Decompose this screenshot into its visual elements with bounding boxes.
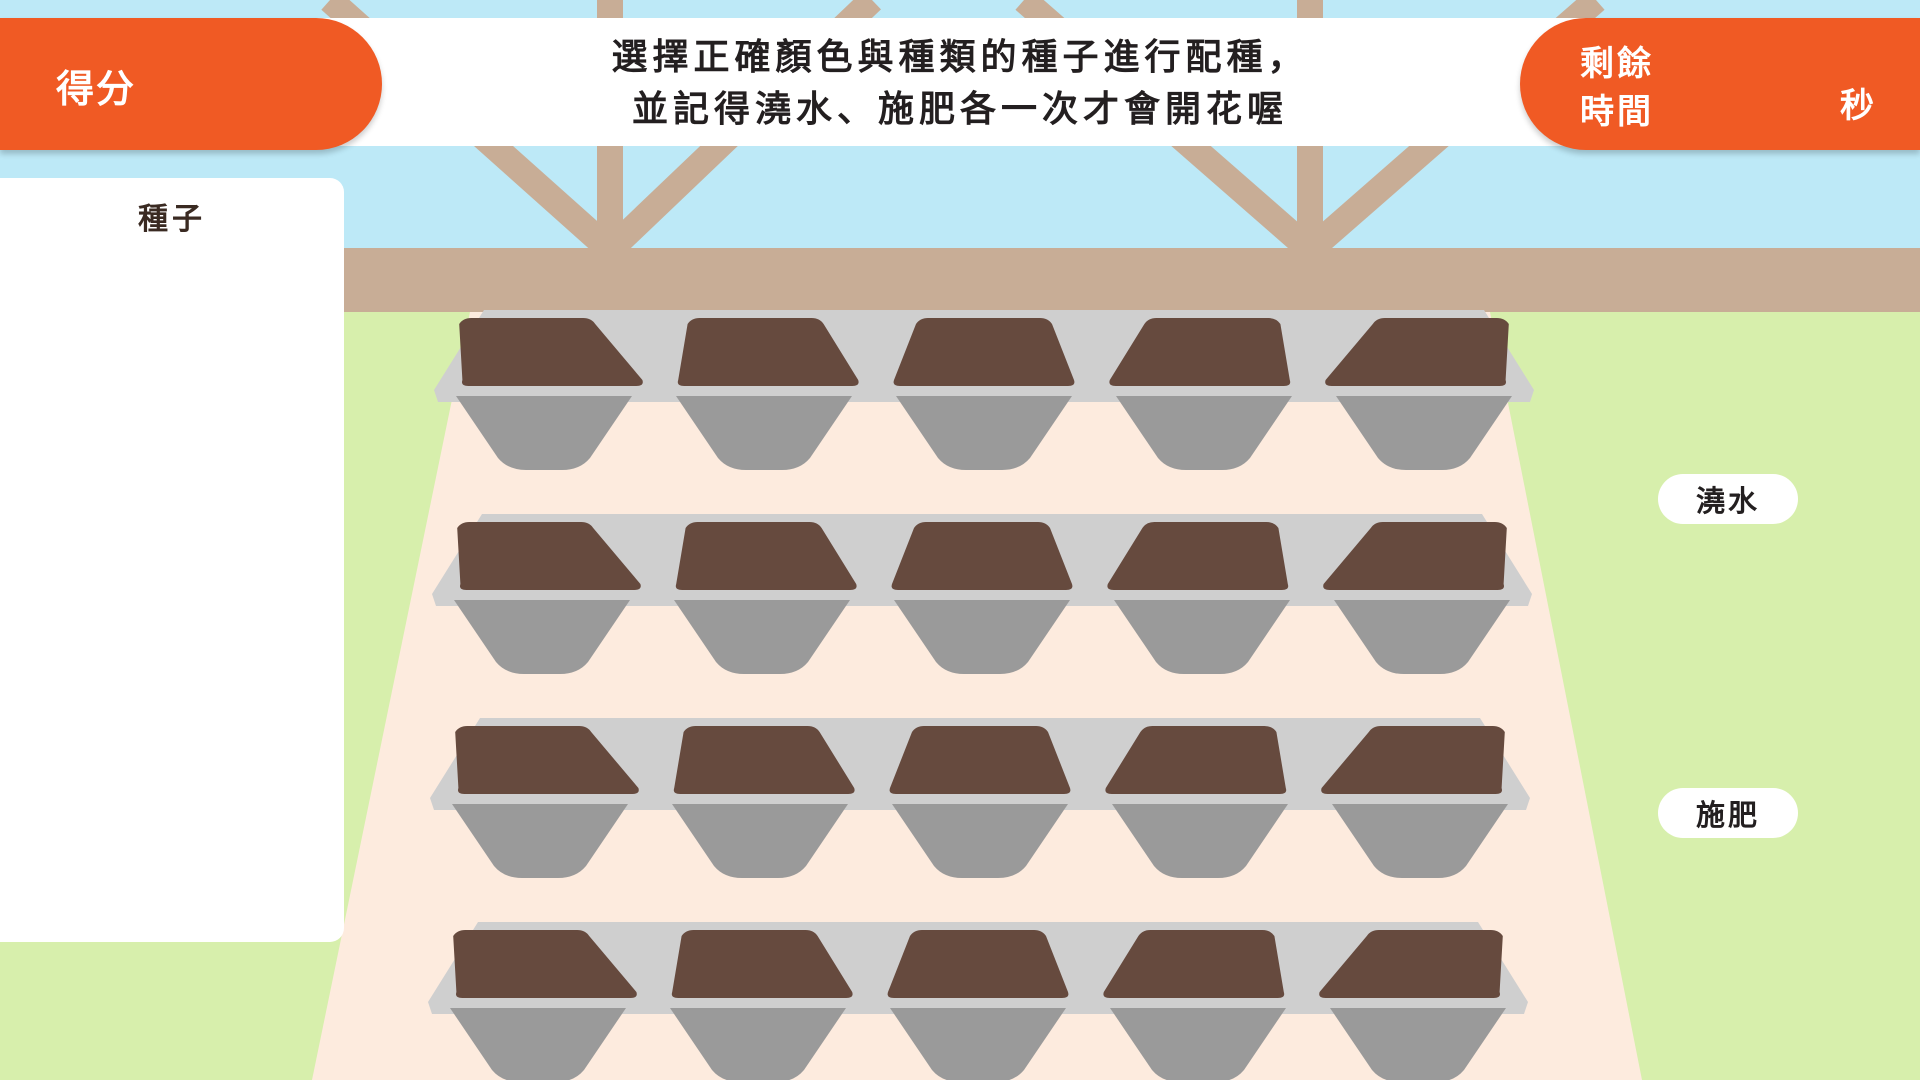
soil — [677, 318, 859, 386]
soil — [455, 726, 639, 794]
planter-row — [434, 310, 1534, 470]
fertilize-button[interactable]: 施肥 — [1658, 788, 1798, 838]
planter-row — [432, 514, 1532, 674]
timer-label-line-1: 剩餘 — [1580, 44, 1654, 84]
pot-body — [452, 804, 628, 878]
soil — [459, 318, 643, 386]
planter-cell[interactable] — [1105, 726, 1288, 878]
planter-cell[interactable] — [670, 930, 853, 1080]
planter-cell[interactable] — [454, 522, 641, 674]
planter-cell[interactable] — [887, 930, 1069, 1080]
planter-cell[interactable] — [889, 726, 1071, 878]
soil — [1325, 318, 1509, 386]
garden-path — [312, 312, 1642, 1080]
planter-cell[interactable] — [1319, 930, 1506, 1080]
planter-cell[interactable] — [674, 522, 857, 674]
pot-body — [896, 396, 1072, 470]
pot-body — [1336, 396, 1512, 470]
pot-body — [1112, 804, 1288, 878]
soil — [671, 930, 853, 998]
soil — [1105, 726, 1287, 794]
planter-cell[interactable] — [1103, 930, 1286, 1080]
pot-body — [454, 600, 630, 674]
seed-panel[interactable]: 種子 — [0, 178, 344, 942]
instruction-line-1: 選擇正確顏色與種類的種子進行配種， — [611, 37, 1309, 78]
soil — [453, 930, 637, 998]
pot-body — [456, 396, 632, 470]
soil — [1107, 522, 1289, 590]
pot-body — [672, 804, 848, 878]
pot-body — [890, 1008, 1066, 1080]
pot-body — [676, 396, 852, 470]
planter-cell[interactable] — [891, 522, 1073, 674]
instruction-line-2: 並記得澆水、施肥各一次才會開花喔 — [631, 89, 1288, 130]
planter-cell[interactable] — [1325, 318, 1512, 470]
planter-cell[interactable] — [456, 318, 643, 470]
pot-body — [894, 600, 1070, 674]
pot-body — [1116, 396, 1292, 470]
timer-unit: 秒 — [1840, 86, 1874, 126]
score-panel: 得分 — [0, 18, 382, 150]
score-label: 得分 — [56, 67, 137, 111]
timer-label-line-2: 時間 — [1580, 92, 1654, 132]
pot-body — [670, 1008, 846, 1080]
water-button[interactable]: 澆水 — [1658, 474, 1798, 524]
planter-cell[interactable] — [1107, 522, 1290, 674]
planter-cell[interactable] — [1109, 318, 1292, 470]
pot-body — [450, 1008, 626, 1080]
planter-grid — [428, 310, 1534, 1080]
soil — [887, 930, 1069, 998]
timer-label: 剩餘 時間 — [1580, 40, 1654, 136]
soil — [457, 522, 641, 590]
planter-cell[interactable] — [452, 726, 639, 878]
soil — [1323, 522, 1507, 590]
planter-cell[interactable] — [450, 930, 637, 1080]
soil — [893, 318, 1075, 386]
planter-cell[interactable] — [672, 726, 855, 878]
soil — [675, 522, 857, 590]
soil — [1109, 318, 1291, 386]
pot-body — [674, 600, 850, 674]
soil — [1321, 726, 1505, 794]
pot-body — [892, 804, 1068, 878]
soil — [891, 522, 1073, 590]
soil — [1103, 930, 1285, 998]
timer-panel: 剩餘 時間 秒 — [1520, 18, 1920, 150]
planter-cell[interactable] — [893, 318, 1075, 470]
planter-cell[interactable] — [1323, 522, 1510, 674]
soil — [1319, 930, 1503, 998]
soil — [889, 726, 1071, 794]
planter-row — [428, 922, 1528, 1080]
planter-cell[interactable] — [676, 318, 859, 470]
planter-cell[interactable] — [1321, 726, 1508, 878]
planter-row — [430, 718, 1530, 878]
pot-body — [1110, 1008, 1286, 1080]
seed-panel-title: 種子 — [138, 202, 206, 237]
pot-body — [1334, 600, 1510, 674]
pot-body — [1330, 1008, 1506, 1080]
soil — [673, 726, 855, 794]
instruction-text: 選擇正確顏色與種類的種子進行配種， 並記得澆水、施肥各一次才會開花喔 — [560, 32, 1360, 136]
pot-body — [1114, 600, 1290, 674]
pot-body — [1332, 804, 1508, 878]
